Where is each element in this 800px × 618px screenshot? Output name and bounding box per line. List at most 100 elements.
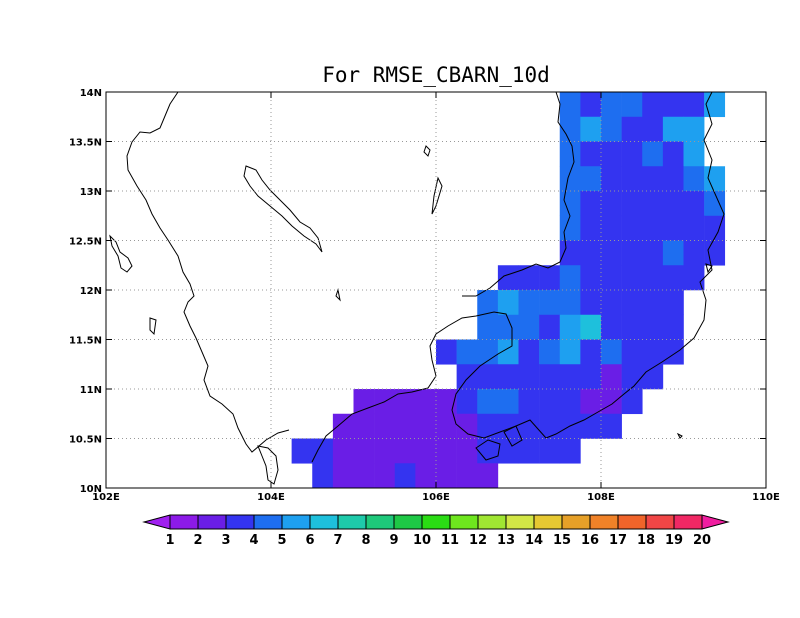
heatmap-cell	[601, 215, 622, 241]
coastline-east-inner	[462, 91, 575, 297]
heatmap-cell	[436, 389, 457, 415]
heatmap-cell	[580, 265, 602, 291]
heatmap-cell	[601, 141, 622, 167]
heatmap-cell	[580, 191, 602, 217]
heatmap-cell	[539, 364, 561, 390]
heatmap-cell	[580, 116, 602, 142]
heatmap-cell	[621, 364, 643, 390]
colorbar-label: 9	[389, 533, 398, 548]
colorbar-box	[225, 514, 255, 530]
colorbar-box	[645, 514, 675, 530]
heatmap-cell	[662, 141, 684, 167]
heatmap-cell	[497, 314, 519, 340]
heatmap-cell	[374, 413, 396, 439]
heatmap-cell	[436, 413, 457, 439]
heatmap-cell	[580, 290, 602, 316]
heatmap-cells	[291, 92, 726, 489]
heatmap-cell	[601, 191, 622, 217]
y-tick-label: 14N	[80, 88, 102, 99]
colorbar-box	[589, 514, 619, 530]
heatmap-cell	[642, 265, 664, 291]
colorbar-box	[533, 514, 563, 530]
colorbar-label: 19	[665, 533, 683, 548]
heatmap-cell	[559, 364, 581, 390]
colorbar-label: 15	[553, 533, 571, 548]
heatmap-cell	[642, 141, 664, 167]
heatmap-cell	[580, 166, 602, 192]
heatmap-cell	[601, 116, 622, 142]
heatmap-cell	[662, 339, 684, 365]
heatmap-cell	[662, 92, 684, 118]
heatmap-cell	[353, 389, 375, 415]
y-tick-label: 12.5N	[69, 237, 102, 248]
heatmap-cell	[559, 166, 581, 192]
heatmap-cell	[662, 240, 684, 266]
heatmap-cell	[662, 265, 684, 291]
tonle-sap-lake	[243, 165, 323, 253]
heatmap-cell	[683, 141, 705, 167]
heatmap-cell	[642, 215, 664, 241]
heatmap-cell	[497, 389, 519, 415]
heatmap-cell	[374, 438, 396, 464]
heatmap-cell	[539, 413, 561, 439]
heatmap-cell	[477, 389, 499, 415]
heatmap-cell	[559, 116, 581, 142]
heatmap-cell	[332, 438, 354, 464]
heatmap-cell	[601, 92, 622, 118]
small-island-2	[335, 145, 443, 302]
heatmap-cell	[415, 438, 437, 464]
y-tick-label: 12N	[80, 286, 102, 297]
heatmap-cell	[580, 314, 602, 340]
heatmap-cell	[642, 314, 664, 340]
colorbar-box	[169, 514, 199, 530]
heatmap-cell	[456, 364, 478, 390]
heatmap-cell	[456, 463, 478, 489]
colorbar-box	[281, 514, 311, 530]
colorbar-label: 11	[441, 533, 459, 548]
heatmap-cell	[497, 265, 519, 291]
heatmap-cell	[291, 438, 313, 464]
heatmap-cell	[559, 314, 581, 340]
heatmap-cell	[601, 314, 622, 340]
heatmap-cell	[704, 240, 726, 266]
heatmap-cell	[662, 116, 684, 142]
heatmap-cell	[642, 116, 664, 142]
heatmap-cell	[580, 339, 602, 365]
heatmap-cell	[497, 413, 519, 439]
colorbar-label: 20	[693, 533, 711, 548]
heatmap-cell	[456, 389, 478, 415]
heatmap-cell	[662, 215, 684, 241]
heatmap-cell	[415, 413, 437, 439]
heatmap-cell	[518, 364, 540, 390]
heatmap-cell	[601, 265, 622, 291]
heatmap-cell	[580, 240, 602, 266]
heatmap-cell	[642, 290, 664, 316]
x-tick-label: 106E	[422, 492, 450, 503]
colorbar-label: 10	[413, 533, 431, 548]
colorbar-label: 18	[637, 533, 655, 548]
x-axis: 102E 104E 106E 108E 110E	[92, 92, 780, 503]
heatmap-cell	[621, 290, 643, 316]
colorbar-label: 1	[165, 533, 174, 548]
heatmap-cell	[518, 290, 540, 316]
heatmap-cell	[497, 290, 519, 316]
colorbar-box	[421, 514, 451, 530]
colorbar-label: 12	[469, 533, 487, 548]
heatmap-cell	[353, 413, 375, 439]
heatmap-cell	[601, 413, 622, 439]
colorbar-box	[449, 514, 479, 530]
heatmap-cell	[683, 191, 705, 217]
heatmap-cell	[683, 240, 705, 266]
heatmap-cell	[601, 290, 622, 316]
heatmap-cell	[559, 290, 581, 316]
heatmap-cell	[621, 191, 643, 217]
heatmap-cell	[477, 314, 499, 340]
heatmap-cell	[539, 314, 561, 340]
heatmap-cell	[477, 339, 499, 365]
heatmap-cell	[601, 339, 622, 365]
heatmap-cell	[415, 389, 437, 415]
heatmap-cell	[518, 413, 540, 439]
colorbar-arrow-right	[701, 514, 730, 530]
heatmap-cell	[539, 389, 561, 415]
